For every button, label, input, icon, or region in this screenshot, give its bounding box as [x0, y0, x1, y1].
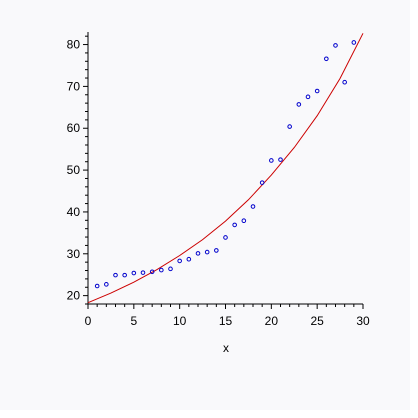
fit-curve-layer	[87, 33, 364, 304]
x-tick-label: 5	[130, 314, 137, 328]
chart-panel: 0 5 10 15 20 25 30 20 30 40 50 60 70 80 x	[66, 32, 370, 355]
x-tick-label: 0	[85, 314, 92, 328]
data-point	[204, 249, 210, 255]
data-point	[113, 272, 118, 278]
data-point	[223, 235, 228, 240]
data-point	[278, 157, 283, 162]
x-tick-label: 25	[310, 314, 324, 328]
data-point	[195, 251, 201, 256]
data-point	[259, 180, 265, 185]
data-point	[324, 56, 329, 62]
y-tick-label: 20	[67, 289, 81, 303]
x-tick-label: 10	[173, 314, 187, 328]
y-tick-label: 50	[67, 163, 81, 177]
data-point	[287, 124, 292, 129]
data-point	[104, 282, 109, 287]
fit-curve	[87, 33, 364, 304]
data-point	[159, 267, 164, 273]
y-tick-label: 30	[67, 247, 81, 261]
y-tick-label: 60	[67, 121, 81, 135]
data-point	[131, 270, 137, 276]
data-point	[122, 272, 127, 278]
data-point	[296, 102, 302, 107]
data-point	[314, 88, 320, 94]
x-tick-label: 20	[265, 314, 279, 328]
data-point	[342, 79, 347, 85]
data-point	[269, 158, 274, 163]
y-tick-label: 40	[67, 205, 81, 219]
data-point	[168, 266, 173, 272]
data-point	[305, 94, 311, 100]
y-tick-label: 80	[67, 38, 81, 52]
data-point	[177, 258, 182, 264]
data-point	[186, 256, 192, 262]
y-tick-label: 70	[67, 79, 81, 93]
data-point	[241, 218, 247, 224]
data-point	[232, 222, 237, 228]
x-tick-label: 30	[356, 314, 370, 328]
scatter-chart: 0 5 10 15 20 25 30 20 30 40 50 60 70 80 x	[67, 32, 370, 355]
data-point	[140, 270, 146, 275]
data-point	[94, 283, 100, 289]
x-tick-label: 15	[219, 314, 233, 328]
data-points-layer	[94, 40, 357, 289]
axes: 0 5 10 15 20 25 30 20 30 40 50 60 70 80	[67, 32, 370, 328]
data-point	[351, 40, 357, 45]
data-point	[250, 204, 256, 209]
data-point	[214, 248, 219, 253]
data-point	[333, 43, 338, 48]
x-axis-title: x	[223, 341, 229, 355]
data-point	[149, 269, 155, 275]
